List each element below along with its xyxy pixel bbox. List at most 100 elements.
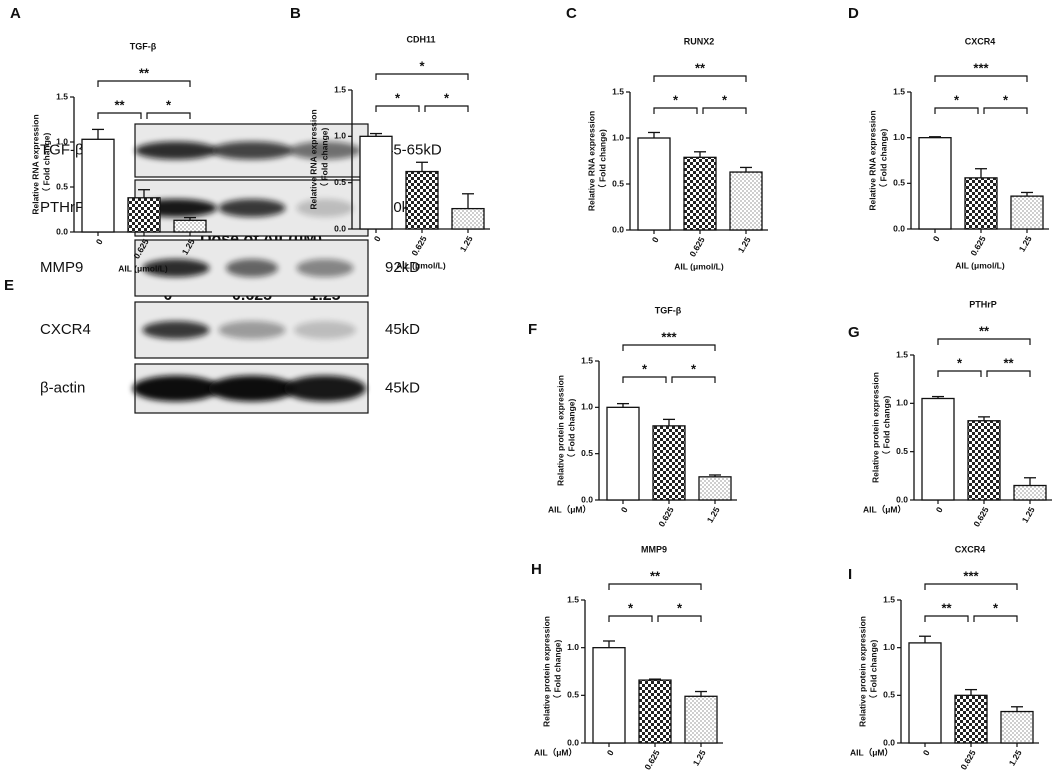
significance-bracket xyxy=(934,107,979,114)
x-tick-label: 0 xyxy=(619,505,630,514)
x-axis-label: AIL（μM） xyxy=(548,504,591,514)
protein-label: MMP9 xyxy=(40,259,83,276)
significance-bracket xyxy=(97,112,142,119)
y-tick-label: 1.0 xyxy=(883,642,895,652)
blot-band xyxy=(284,375,366,402)
y-tick-label: 0.5 xyxy=(883,690,895,700)
bar xyxy=(359,135,393,230)
significance-bracket xyxy=(622,376,667,383)
bar xyxy=(652,425,686,501)
significance-bracket xyxy=(608,583,702,590)
y-tick-label: 0.5 xyxy=(334,177,346,187)
significance-bracket xyxy=(937,370,982,377)
significance-label: * xyxy=(166,97,172,112)
significance-label: * xyxy=(419,58,425,73)
y-tick-label: 1.0 xyxy=(896,398,908,408)
significance-bracket xyxy=(653,75,747,82)
bar xyxy=(954,694,988,744)
y-axis-label: Relative RNA expression xyxy=(308,109,318,209)
bar xyxy=(405,170,439,230)
x-tick-label: 0.625 xyxy=(958,748,977,772)
x-tick-label: 1.25 xyxy=(1007,748,1024,768)
y-tick-label: 1.0 xyxy=(581,402,593,412)
y-tick-label: 0.5 xyxy=(893,178,905,188)
size-label: 45kD xyxy=(385,379,420,396)
panel-letter: I xyxy=(848,566,852,583)
x-tick-label: 0.625 xyxy=(656,505,675,529)
blot-band xyxy=(211,141,293,160)
blot-band xyxy=(218,321,286,339)
significance-bracket xyxy=(934,75,1028,82)
x-axis-label: AIL (μmol/L) xyxy=(396,260,446,270)
bar xyxy=(592,647,626,744)
bar xyxy=(684,695,718,744)
y-tick-label: 1.5 xyxy=(893,86,905,96)
x-tick-label: 1.25 xyxy=(458,234,475,254)
blot-band xyxy=(296,259,354,277)
y-tick-label: 0.0 xyxy=(896,494,908,504)
chart-title: TGF-β xyxy=(655,305,682,315)
significance-label: * xyxy=(722,92,728,107)
y-tick-label: 1.5 xyxy=(612,86,624,96)
significance-label: ** xyxy=(979,323,990,338)
blot-band xyxy=(218,199,286,217)
panel-letter: E xyxy=(4,277,14,294)
y-axis-label: Relative RNA expression xyxy=(586,111,596,211)
significance-label: ** xyxy=(695,60,706,75)
significance-bracket xyxy=(983,107,1028,114)
y-tick-label: 0.0 xyxy=(612,224,624,234)
x-axis-label: AIL（μM） xyxy=(850,747,893,757)
significance-bracket xyxy=(622,344,716,351)
significance-bracket xyxy=(375,73,469,80)
significance-bracket xyxy=(671,376,716,383)
significance-label: *** xyxy=(973,60,989,75)
x-axis-label: AIL（μM） xyxy=(863,504,906,514)
bar xyxy=(451,207,485,230)
x-tick-label: 0 xyxy=(931,234,942,243)
bar-chart: F TGF-β 0.0 0.5 1.0 1.5 Relative protein expre… xyxy=(528,305,737,529)
y-axis-label: Relative RNA expression xyxy=(30,114,40,214)
x-axis-label: AIL（μM） xyxy=(534,747,577,757)
bar xyxy=(638,679,672,744)
protein-label: CXCR4 xyxy=(40,321,91,338)
blot-band xyxy=(135,141,217,160)
bar xyxy=(921,397,955,501)
x-tick-label: 0 xyxy=(372,234,383,243)
y-axis-label: （ Fold change) xyxy=(868,639,878,703)
y-tick-label: 1.0 xyxy=(893,132,905,142)
x-tick-label: 1.25 xyxy=(736,235,753,255)
significance-label: * xyxy=(691,361,697,376)
blot-band xyxy=(142,321,210,339)
panel-letter: A xyxy=(10,5,21,22)
chart-title: CXCR4 xyxy=(955,544,986,554)
x-tick-label: 0.625 xyxy=(687,235,706,259)
bar xyxy=(173,219,207,233)
bar xyxy=(908,642,942,744)
size-label: 45kD xyxy=(385,321,420,338)
x-tick-label: 0 xyxy=(605,748,616,757)
bar-chart: G PTHrP 0.0 0.5 1.0 1.5 Relative protein expre… xyxy=(848,299,1052,529)
significance-label: ** xyxy=(1003,355,1014,370)
chart-title: RUNX2 xyxy=(684,36,715,46)
significance-label: * xyxy=(954,92,960,107)
size-label: 45-65kD xyxy=(385,141,442,158)
y-tick-label: 0.5 xyxy=(612,178,624,188)
x-tick-label: 0.625 xyxy=(971,505,990,529)
significance-bracket xyxy=(986,370,1031,377)
x-tick-label: 0.625 xyxy=(409,234,428,258)
significance-bracket xyxy=(608,615,653,622)
bar-chart: I CXCR4 0.0 0.5 1.0 1.5 Relative protein expre… xyxy=(848,544,1039,772)
x-tick-label: 1.25 xyxy=(1020,505,1037,525)
y-tick-label: 0.5 xyxy=(896,446,908,456)
protein-label: PTHrP xyxy=(40,199,85,216)
y-tick-label: 0.0 xyxy=(581,494,593,504)
bar xyxy=(606,406,640,501)
bar-chart: C RUNX2 0.0 0.5 1.0 1.5 Relative RNA expressio… xyxy=(566,5,768,271)
significance-bracket xyxy=(973,615,1018,622)
x-tick-label: 0 xyxy=(934,505,945,514)
y-axis-label: （ Fold change) xyxy=(878,128,888,192)
y-axis-label: Relative protein expression xyxy=(555,375,565,486)
x-tick-label: 0 xyxy=(921,748,932,757)
bar xyxy=(1013,484,1047,501)
bar xyxy=(1010,195,1044,230)
